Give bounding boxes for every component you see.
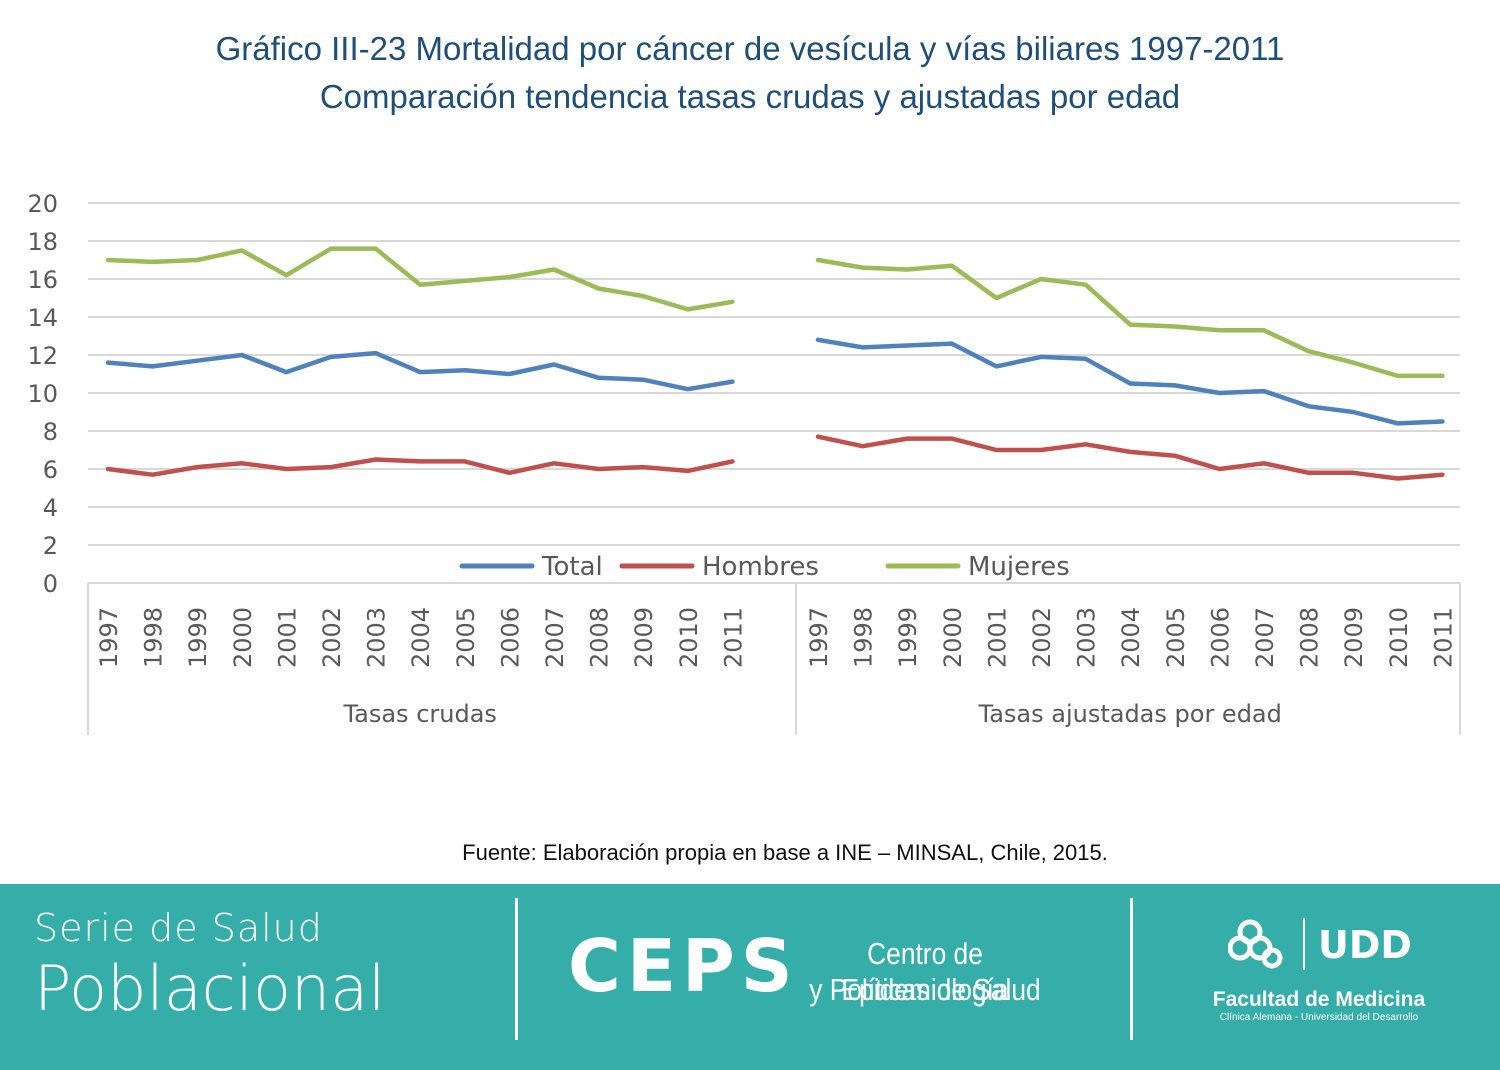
legend-label: Total <box>541 552 603 582</box>
x-tick-label: 2000 <box>939 607 967 668</box>
x-tick-label: 2003 <box>1073 607 1101 668</box>
series-line-hombres <box>105 457 735 477</box>
faculty-subtitle: Clínica Alemana - Universidad del Desarr… <box>1219 1012 1419 1023</box>
x-tick-label: 2006 <box>496 607 524 668</box>
x-tick-label: 2003 <box>363 607 391 668</box>
x-tick-label: 2009 <box>1340 607 1368 668</box>
x-tick-label: 1999 <box>894 607 922 668</box>
x-tick-label: 1998 <box>140 607 168 668</box>
udd-logo-text: UDD <box>1318 923 1412 967</box>
x-tick-label: 2002 <box>318 607 346 668</box>
y-tick-label: 8 <box>43 418 58 446</box>
group-label: Tasas ajustadas por edad <box>978 700 1282 728</box>
series-line-hombres <box>815 434 1445 481</box>
x-tick-label: 2008 <box>586 607 614 668</box>
x-tick-label: 1997 <box>805 607 833 668</box>
footer-divider <box>515 898 518 1040</box>
legend-label: Hombres <box>702 552 819 582</box>
line-chart: 0 2 4 6 8 10 12 14 16 18 20 1997 1998 1999 2000 2001 200… <box>27 190 1461 735</box>
x-tick-label: 2011 <box>719 607 747 668</box>
footer-divider <box>1130 898 1133 1040</box>
x-tick-label: 2000 <box>229 607 257 668</box>
ceps-name-line1: Centro de Epidemiología <box>841 936 1009 1007</box>
x-tick-label: 2009 <box>630 607 658 668</box>
chart-title: Gráfico III-23 Mortalidad por cáncer de … <box>215 30 1285 67</box>
x-tick-label: 2004 <box>407 607 435 668</box>
chart-subtitle: Comparación tendencia tasas crudas y aju… <box>319 78 1181 115</box>
udd-logo-icon: UDD <box>1228 918 1412 970</box>
y-tick-label: 4 <box>43 494 58 522</box>
group-label: Tasas crudas <box>342 700 496 728</box>
series-line-total <box>815 337 1445 426</box>
y-tick-label: 20 <box>27 190 58 218</box>
x-tick-label: 2001 <box>983 607 1011 668</box>
y-tick-label: 2 <box>43 532 58 560</box>
y-tick-label: 14 <box>27 304 58 332</box>
faculty-name: Facultad de Medicina <box>1212 988 1426 1011</box>
y-tick-label: 6 <box>43 456 58 484</box>
source-note: Fuente: Elaboración propia en base a INE… <box>462 840 1108 865</box>
x-tick-label: 2005 <box>1162 607 1190 668</box>
x-tick-label: 2007 <box>1251 607 1279 668</box>
legend-label: Mujeres <box>968 552 1070 582</box>
ceps-name-line2: y Políticas de Salud <box>809 972 1041 1007</box>
x-tick-label: 2007 <box>541 607 569 668</box>
footer-banner: Serie de Salud Poblacional CEPS Centro d… <box>0 884 1500 1070</box>
series-line-total <box>105 350 735 392</box>
y-tick-label: 0 <box>43 570 58 598</box>
y-tick-label: 18 <box>27 228 58 256</box>
y-tick-label: 12 <box>27 342 58 370</box>
x-tick-label: 2001 <box>273 607 301 668</box>
y-tick-label: 16 <box>27 266 58 294</box>
x-tick-label: 2008 <box>1296 607 1324 668</box>
x-tick-label: 2011 <box>1429 607 1457 668</box>
x-tick-label: 1999 <box>184 607 212 668</box>
series-name-line2: Poblacional <box>34 952 386 1025</box>
x-tick-label: 2002 <box>1028 607 1056 668</box>
x-tick-label: 2004 <box>1117 607 1145 668</box>
x-tick-label: 2006 <box>1206 607 1234 668</box>
ceps-logo: CEPS <box>568 924 799 1008</box>
x-tick-label: 2005 <box>452 607 480 668</box>
x-tick-label: 2010 <box>675 607 703 668</box>
series-line-mujeres <box>105 246 735 312</box>
x-tick-label: 1998 <box>850 607 878 668</box>
x-tick-label: 1997 <box>95 607 123 668</box>
series-line-mujeres <box>815 257 1445 379</box>
y-tick-label: 10 <box>27 380 58 408</box>
series-name-line1: Serie de Salud <box>34 906 323 950</box>
x-tick-label: 2010 <box>1385 607 1413 668</box>
